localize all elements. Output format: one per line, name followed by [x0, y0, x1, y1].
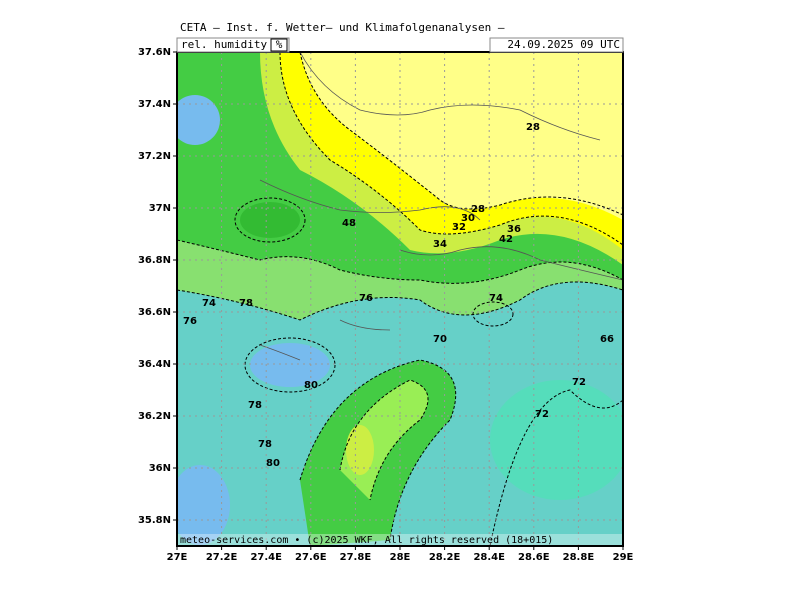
contour-label: 78: [248, 400, 262, 411]
contours: [177, 52, 623, 546]
x-tick-label: 27.6E: [295, 552, 327, 563]
x-tick-label: 27.2E: [206, 552, 238, 563]
y-tick-label: 37.2N: [138, 151, 171, 162]
contour-label: 34: [433, 239, 447, 250]
contour-label: 28: [526, 122, 540, 133]
header-title: CETA — Inst. f. Wetter— und Klimafolgena…: [180, 21, 505, 34]
x-tick-label: 28.2E: [429, 552, 461, 563]
contour-label: 74: [202, 298, 216, 309]
x-tick-label: 28.8E: [563, 552, 595, 563]
variable-box: [176, 37, 290, 53]
contour-label: 72: [535, 409, 549, 420]
contour-label: 74: [489, 293, 503, 304]
y-tick-label: 36N: [149, 463, 171, 474]
x-tick-label: 27.8E: [340, 552, 372, 563]
variable-name: rel. humidity: [181, 38, 267, 51]
datetime: 24.09.2025 09 UTC: [507, 38, 620, 51]
contour-label: 70: [433, 334, 447, 345]
contour-label: 66: [600, 334, 614, 345]
y-tick-label: 36.2N: [138, 411, 171, 422]
unit: %: [276, 38, 283, 51]
contour-label: 76: [183, 316, 197, 327]
contour-label: 32: [452, 222, 466, 233]
x-tick-label: 27.4E: [250, 552, 282, 563]
contour-label: 80: [266, 458, 280, 469]
y-tick-label: 37.4N: [138, 99, 171, 110]
datetime-box: [489, 37, 624, 53]
x-tick-label: 28.4E: [473, 552, 505, 563]
coastline: [259, 52, 623, 361]
contour-label: 72: [572, 377, 586, 388]
y-tick-label: 35.8N: [138, 515, 171, 526]
y-tick-label: 37.6N: [138, 47, 171, 58]
x-tick-label: 29E: [613, 552, 634, 563]
contour-label: 48: [342, 218, 356, 229]
x-tick-label: 27E: [167, 552, 188, 563]
unit-box: [270, 38, 288, 52]
contour-label: 80: [304, 380, 318, 391]
contour-label: 28: [471, 204, 485, 215]
contour-label: 42: [499, 234, 513, 245]
y-tick-label: 36.6N: [138, 307, 171, 318]
x-tick-label: 28E: [390, 552, 411, 563]
contour-label: 78: [239, 298, 253, 309]
y-tick-label: 36.8N: [138, 255, 171, 266]
contour-label: 30: [461, 213, 475, 224]
y-tick-label: 37N: [149, 203, 171, 214]
contour-label: 76: [359, 293, 373, 304]
contour-label: 78: [258, 439, 272, 450]
x-tick-label: 28.6E: [518, 552, 550, 563]
y-tick-label: 36.4N: [138, 359, 171, 370]
contour-label: 36: [507, 224, 521, 235]
map-frame: [176, 51, 624, 547]
humidity-field: [177, 52, 623, 546]
footer-box: [178, 534, 622, 545]
footer: meteo-services.com • (c)2025 WKF, All ri…: [180, 535, 553, 546]
